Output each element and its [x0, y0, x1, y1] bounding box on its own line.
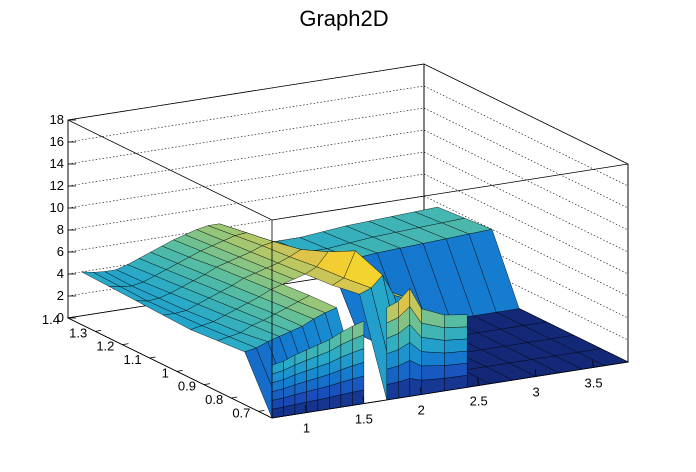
- z-tick-label: 12: [50, 178, 64, 193]
- y-tick-mark: [203, 383, 211, 386]
- z-gridline: [67, 173, 629, 275]
- z-gridline: [67, 129, 629, 231]
- z-gridline: [67, 85, 629, 187]
- y-tick-label: 1.4: [42, 312, 60, 327]
- x-tick-label: 1.5: [355, 412, 373, 427]
- x-axis-line: [271, 361, 629, 419]
- z-tick-label: 10: [50, 200, 64, 215]
- y-tick-mark: [258, 409, 265, 412]
- curtain-patch: [421, 365, 445, 381]
- y-tick-label: 1.3: [69, 325, 87, 340]
- y-axis-line: [67, 317, 273, 419]
- y-tick-label: 0.7: [232, 405, 250, 420]
- y-tick-label: 0.9: [178, 379, 196, 394]
- axis-ticks: 0 2 4 6 8 10 12 14 16 18 0.7 0.8 0.9 1 1.1 1.2 1.3 1.4 1 1.…: [42, 112, 603, 436]
- curtain-patch: [409, 378, 422, 397]
- z-gridline: [67, 195, 629, 297]
- chart-title: Graph2D: [299, 6, 388, 31]
- curtain-patch: [352, 389, 365, 406]
- curtain-patch: [421, 351, 445, 367]
- z-tick-label: 8: [57, 222, 64, 237]
- curtain-patch: [352, 320, 365, 340]
- surface: [81, 206, 629, 419]
- x-tick-label: 2: [418, 403, 425, 418]
- x-tick-mark: [477, 378, 480, 386]
- z-tick-label: 2: [57, 288, 64, 303]
- x-tick-mark: [592, 360, 594, 368]
- z-gridline: [67, 63, 629, 165]
- x-tick-label: 3: [533, 384, 540, 399]
- curtain-patch: [386, 381, 399, 401]
- y-tick-mark: [231, 396, 238, 399]
- frame: [67, 119, 629, 419]
- z-tick-label: 16: [50, 134, 64, 149]
- z-tick-label: 6: [57, 244, 64, 259]
- curtain-patch: [444, 350, 468, 366]
- curtain-patch: [421, 378, 445, 395]
- x-tick-label: 1: [303, 421, 310, 436]
- z-tick-label: 4: [57, 266, 64, 281]
- y-tick-label: 1.2: [96, 339, 114, 354]
- x-tick-label: 3.5: [585, 375, 603, 390]
- x-tick-mark: [534, 369, 537, 377]
- curtain-patch: [444, 314, 468, 328]
- z-tick-label: 18: [50, 112, 64, 127]
- y-tick-mark: [176, 369, 183, 372]
- y-tick-mark: [95, 329, 102, 332]
- curtain-patch: [444, 326, 468, 341]
- z-tick-label: 0: [57, 310, 64, 325]
- x-tick-label: 2.5: [470, 393, 488, 408]
- y-tick-mark: [149, 356, 156, 359]
- y-tick-mark: [67, 316, 75, 319]
- y-tick-label: 0.8: [205, 392, 223, 407]
- x-tick-mark: [305, 405, 307, 413]
- z-gridline: [67, 151, 629, 253]
- z-tick-label: 14: [50, 156, 64, 171]
- y-tick-label: 1: [162, 365, 169, 380]
- x-tick-mark: [362, 396, 365, 404]
- y-tick-label: 1.1: [124, 352, 142, 367]
- curtain-patch: [444, 338, 468, 354]
- y-tick-mark: [122, 343, 129, 346]
- x-tick-mark: [419, 387, 422, 395]
